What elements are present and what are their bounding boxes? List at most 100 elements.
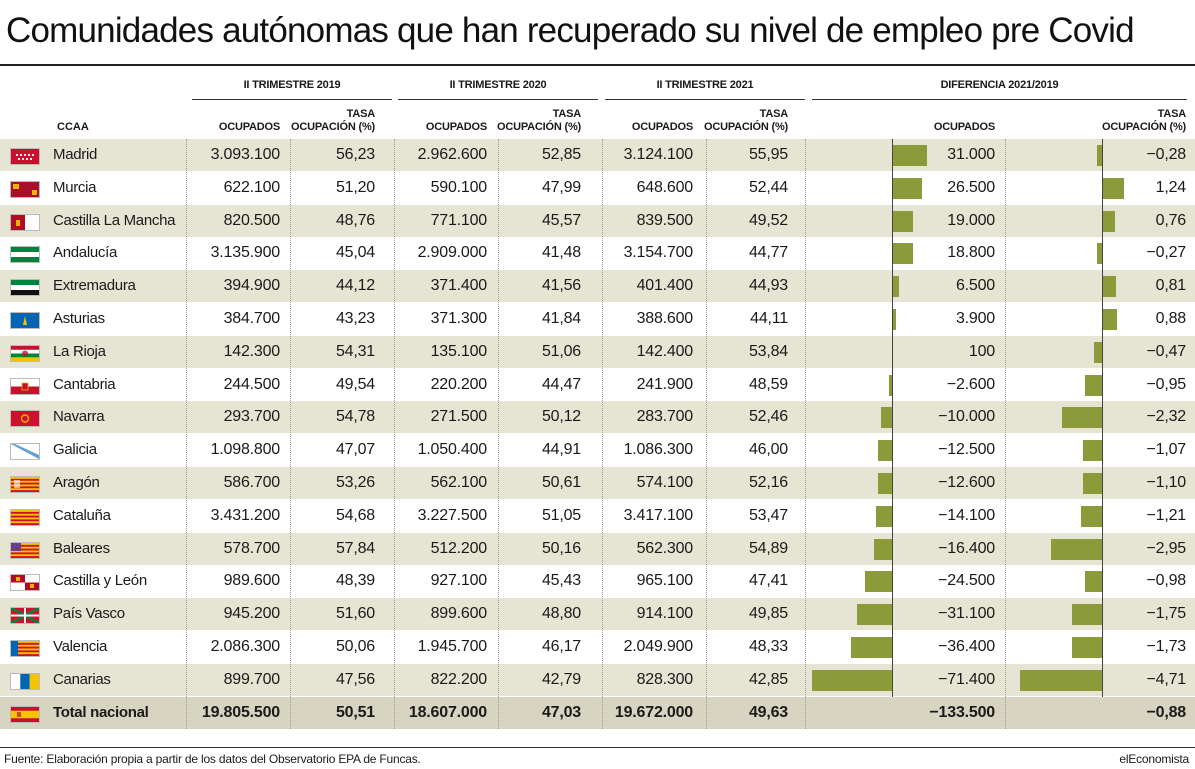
cell-o19: 384.700 [223,310,281,327]
bar-tasa-diff [1102,177,1124,199]
cell-t20: 52,85 [541,146,581,163]
flag-cantabria-icon [10,377,40,395]
row-separator [0,564,1195,566]
header-label-line1: TASA [759,108,789,120]
cell-o20: 822.200 [430,670,488,688]
table-row: Galicia 1.098.800 47,07 1.050.400 44,91 1.086… [0,434,1195,468]
cell-dt: −1,10 [1146,474,1187,491]
flag-cataluna-icon [10,508,40,526]
group-header-2020: II TRIMESTRE 2020 [449,79,547,91]
flag-espana-icon [10,705,40,723]
cell-t19: 50,06 [335,638,375,655]
header-label-line1: TASA [346,108,376,120]
cell-o19: 3.431.200 [210,506,281,524]
flag-clm-icon [10,213,40,231]
column-divider [805,139,806,730]
col-tasa-2019-header: TASA OCUPACIÓN (%) [291,108,375,134]
cell-o21: 283.700 [636,408,694,426]
group-rule-2021 [605,99,805,100]
ccaa-name: Castilla La Mancha [53,211,176,229]
cell-t21: 52,16 [748,474,788,491]
cell-t20: 50,61 [541,474,581,491]
cell-t21: 44,11 [750,310,788,327]
flag-valencia-icon [10,640,40,657]
row-separator [0,663,1195,664]
col-ocupados-2021-header: OCUPADOS [632,121,693,134]
cell-t21: 46,00 [748,441,788,459]
cell-o20: 371.300 [430,310,488,327]
cell-dt: 0,76 [1155,211,1187,229]
cell-o20: 220.200 [430,375,488,393]
header-label: OCUPADOS [425,121,487,133]
cell-do: 18.800 [947,244,995,262]
row-separator [0,171,1195,172]
cell-t19: 47,07 [335,441,375,459]
cell-o19: 1.098.800 [210,441,281,459]
cell-o19: 899.700 [223,670,281,688]
col-tasa-diff-header: TASA OCUPACIÓN (%) [1102,108,1186,134]
table-row: Castilla y León 989.600 48,39 927.100 45,43 9… [0,565,1195,599]
cell-do: −16.400 [938,539,995,557]
cell-t19: 47,56 [335,670,375,688]
cell-t19: 51,60 [335,605,375,623]
cell-o21: 19.672.000 [614,703,693,721]
ccaa-name: La Rioja [53,342,106,360]
row-separator [0,695,1195,697]
column-divider [498,139,499,730]
bar-ocupados-diff [876,505,892,527]
row-separator [0,433,1195,435]
row-separator [0,269,1195,271]
cell-t21: 53,84 [748,342,788,360]
column-divider [1005,139,1006,730]
brand-logo-text: elEconomista [1119,752,1189,766]
cell-o19: 142.300 [223,342,281,360]
cell-o20: 1.050.400 [417,441,488,459]
col-ocupados-2020-header: OCUPADOS [426,121,487,134]
cell-t19: 48,76 [335,211,375,229]
table-row: Cataluña 3.431.200 54,68 3.227.500 51,05 3.41… [0,500,1195,533]
cell-o19: 19.805.500 [201,703,280,721]
ccaa-name: Castilla y León [53,572,147,590]
cell-t19: 51,20 [335,178,375,196]
ccaa-name: Valencia [53,638,108,655]
ccaa-name: Asturias [53,310,105,327]
cell-o20: 2.962.600 [417,146,488,163]
cell-o20: 18.607.000 [408,703,487,721]
table-row: Aragón 586.700 53,26 562.100 50,61 574.100 52,… [0,467,1195,500]
cell-do: 31.000 [947,146,995,163]
column-divider [602,139,603,730]
bar-ocupados-diff [892,210,914,232]
bar-ocupados-diff [892,145,927,166]
col-ocupados-2019-header: OCUPADOS [219,121,280,134]
flag-murcia-icon [10,180,40,198]
column-divider [706,139,707,730]
cell-t19: 48,39 [335,572,375,590]
table-row: Asturias 384.700 43,23 371.300 41,84 388.600 4… [0,303,1195,336]
table-row: Cantabria 244.500 49,54 220.200 44,47 241.900… [0,369,1195,402]
bar-ocupados-diff [877,440,892,462]
cell-t20: 47,99 [541,178,581,196]
ccaa-name: Aragón [53,474,100,491]
group-header-diff: DIFERENCIA 2021/2019 [940,79,1059,91]
cell-do: −12.600 [938,474,995,491]
group-header-2021: II TRIMESTRE 2021 [656,79,754,91]
cell-dt: −1,07 [1146,441,1187,459]
cell-t20: 45,43 [541,572,581,590]
cell-o19: 244.500 [223,375,281,393]
column-divider [394,139,395,730]
bar-ocupados-diff [889,374,892,396]
ccaa-name: Madrid [53,146,98,163]
cell-dt: 1,24 [1155,178,1187,196]
cell-dt: −0,88 [1146,703,1187,721]
cell-t20: 41,56 [541,277,581,295]
header-label-line2: OCUPACIÓN (%) [1102,121,1186,133]
bar-tasa-diff [1080,505,1102,527]
group-rule-diff [812,99,1187,100]
cell-t21: 52,44 [748,178,788,196]
cell-o20: 927.100 [430,572,488,590]
cell-o19: 945.200 [223,605,281,623]
flag-andalucia-icon [10,246,40,264]
row-separator [0,302,1195,304]
table-row: Murcia 622.100 51,20 590.100 47,99 648.600 52,… [0,172,1195,205]
cell-o19: 820.500 [223,211,281,229]
